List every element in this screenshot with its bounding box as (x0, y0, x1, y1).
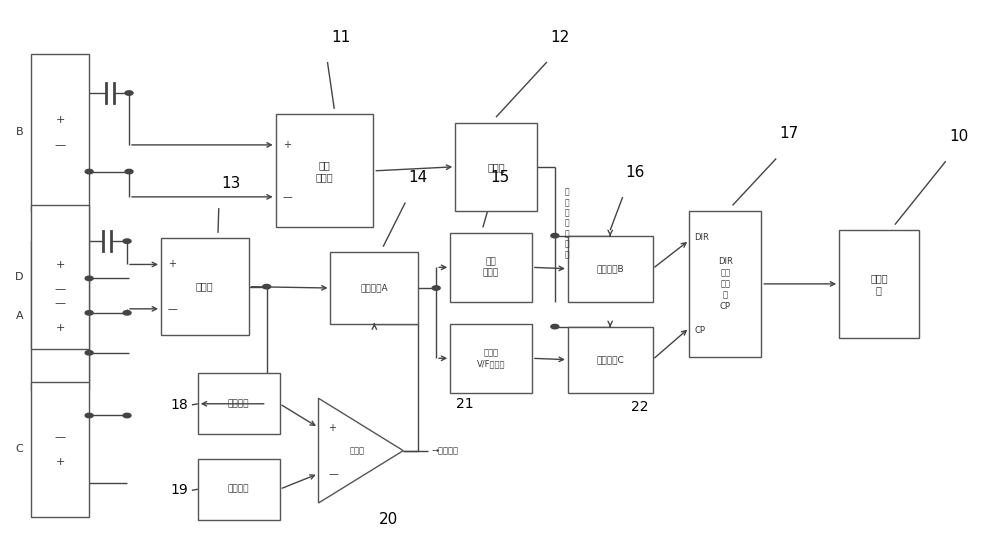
Text: —: — (168, 304, 178, 314)
Text: +

—: + — (55, 115, 66, 150)
Text: 整流电桥: 整流电桥 (228, 399, 249, 408)
Text: 电子开关A: 电子开关A (361, 284, 388, 293)
Text: 上位机: 上位机 (487, 162, 505, 172)
Text: 减法器: 减法器 (196, 281, 214, 291)
Text: DIR: DIR (694, 233, 709, 242)
Bar (198, 373, 280, 434)
Text: 18: 18 (170, 398, 188, 412)
Text: 步进电
机: 步进电 机 (870, 273, 888, 295)
Text: 17: 17 (780, 126, 799, 141)
Text: D: D (15, 272, 24, 282)
Text: B: B (16, 127, 23, 137)
Text: 电子开关C: 电子开关C (596, 355, 624, 364)
Bar (839, 230, 919, 337)
Text: 比较器: 比较器 (349, 446, 364, 455)
Text: 频率
比较器: 频率 比较器 (483, 257, 499, 278)
Text: DIR
细分
驱动
器
CP: DIR 细分 驱动 器 CP (718, 257, 733, 311)
Circle shape (85, 276, 93, 280)
Text: 19: 19 (170, 483, 188, 497)
Text: 13: 13 (221, 176, 240, 191)
Bar (450, 324, 532, 393)
Bar (31, 382, 89, 517)
Text: 22: 22 (631, 399, 648, 413)
Circle shape (551, 233, 559, 238)
Text: 14: 14 (409, 170, 428, 185)
Circle shape (432, 286, 440, 290)
Bar (276, 114, 373, 227)
Circle shape (85, 351, 93, 355)
Polygon shape (319, 398, 403, 503)
Bar (31, 241, 89, 390)
Text: 12: 12 (550, 30, 569, 45)
Bar (31, 54, 89, 211)
Circle shape (551, 325, 559, 329)
Text: 10: 10 (949, 129, 968, 144)
Circle shape (125, 91, 133, 95)
Text: +

—: + — (55, 260, 66, 294)
Bar (450, 233, 532, 302)
Circle shape (123, 311, 131, 315)
Text: 16: 16 (625, 165, 644, 179)
Text: 20: 20 (379, 512, 398, 527)
Circle shape (125, 170, 133, 174)
Bar (568, 327, 653, 393)
Circle shape (85, 170, 93, 174)
Text: A: A (16, 311, 23, 321)
Text: —: — (328, 469, 338, 479)
Text: 21: 21 (456, 397, 474, 411)
Text: 电子开关B: 电子开关B (596, 264, 624, 273)
Text: +: + (328, 423, 336, 433)
Text: 仪用
放大器: 仪用 放大器 (316, 160, 333, 182)
Bar (455, 122, 537, 211)
Text: CP: CP (694, 326, 705, 335)
Text: →反馈信号: →反馈信号 (431, 446, 458, 455)
Text: C: C (15, 444, 23, 454)
Circle shape (85, 413, 93, 418)
Text: —: — (283, 192, 292, 202)
Circle shape (263, 284, 271, 289)
Text: —

+: — + (55, 432, 66, 466)
Bar (330, 252, 418, 324)
Circle shape (123, 239, 131, 243)
Circle shape (85, 311, 93, 315)
Bar (161, 238, 249, 335)
Text: 11: 11 (331, 30, 350, 45)
Text: 基准电压: 基准电压 (228, 485, 249, 494)
Text: 上
位
机
控
制
信
号: 上 位 机 控 制 信 号 (565, 188, 569, 259)
Circle shape (123, 413, 131, 418)
Text: 15: 15 (490, 170, 510, 185)
Text: 双极性
V/F转换器: 双极性 V/F转换器 (477, 348, 505, 368)
Bar (198, 459, 280, 520)
Bar (568, 235, 653, 302)
Bar (31, 206, 89, 348)
Text: +: + (283, 140, 291, 150)
Text: —

+: — + (55, 298, 66, 333)
Text: +: + (168, 259, 176, 269)
Bar (689, 211, 761, 357)
